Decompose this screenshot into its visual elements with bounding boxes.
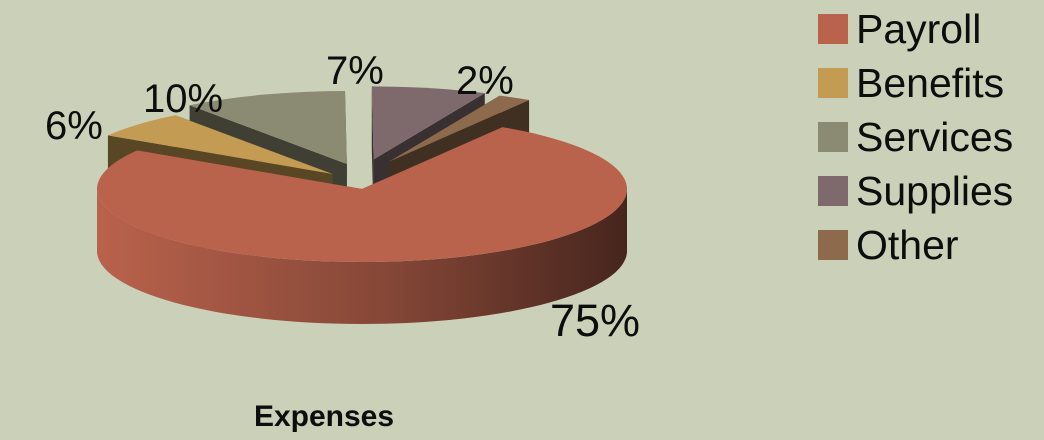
legend-item-payroll: Payroll — [818, 2, 1013, 56]
data-label-benefits: 6% — [45, 104, 103, 148]
legend-item-benefits: Benefits — [818, 56, 1013, 110]
legend-swatch-services — [818, 122, 848, 152]
legend: Payroll Benefits Services Supplies Other — [818, 2, 1013, 272]
legend-item-other: Other — [818, 218, 1013, 272]
legend-item-supplies: Supplies — [818, 164, 1013, 218]
pie-top-services — [189, 90, 347, 164]
legend-item-services: Services — [818, 110, 1013, 164]
data-label-services: 10% — [143, 77, 223, 121]
pie-top-benefits — [107, 115, 333, 175]
legend-swatch-other — [818, 230, 848, 260]
data-label-other: 2% — [456, 59, 514, 103]
pie-slice-payroll — [96, 127, 627, 324]
legend-label-services: Services — [856, 113, 1014, 160]
data-label-supplies: 7% — [326, 49, 384, 93]
pie-top-supplies — [371, 86, 485, 160]
chart-caption: Expenses — [254, 400, 394, 433]
legend-label-other: Other — [856, 221, 959, 268]
pie-side-payroll — [97, 189, 627, 324]
pie-top-other — [388, 95, 530, 162]
legend-swatch-payroll — [818, 14, 848, 44]
legend-label-payroll: Payroll — [856, 5, 982, 52]
data-label-payroll: 75% — [550, 295, 640, 346]
legend-label-supplies: Supplies — [856, 167, 1014, 214]
legend-swatch-benefits — [818, 68, 848, 98]
legend-label-benefits: Benefits — [856, 59, 1005, 106]
pie-top-payroll — [96, 127, 627, 262]
legend-swatch-supplies — [818, 176, 848, 206]
